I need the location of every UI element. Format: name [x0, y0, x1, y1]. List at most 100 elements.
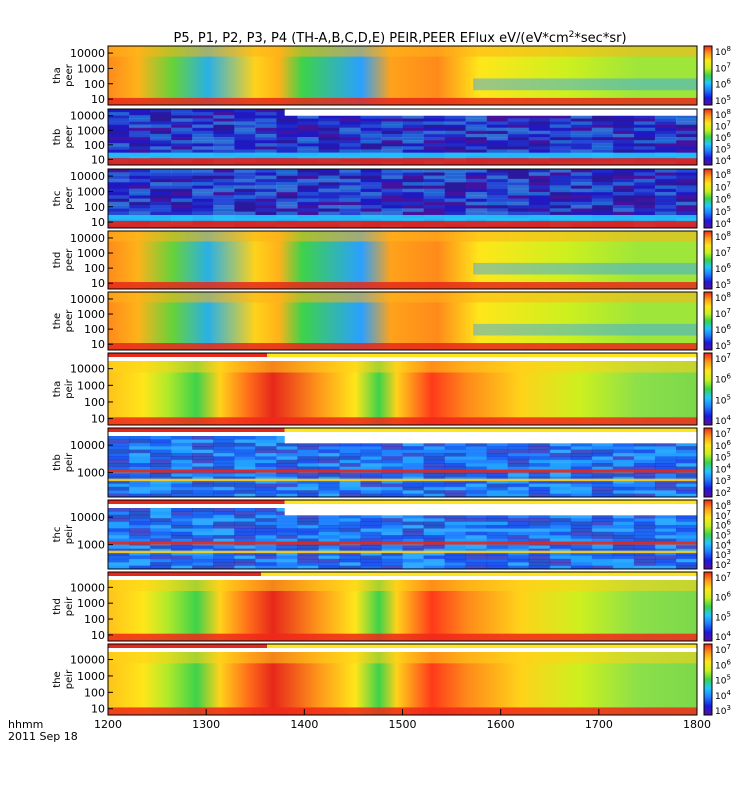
colorbar-label-exponent: 5 [726, 610, 730, 618]
noise-cell [108, 483, 130, 488]
noise-cell [297, 172, 319, 177]
noise-cell [507, 545, 530, 550]
noise-cell [255, 545, 277, 550]
noise-cell [444, 137, 467, 141]
noise-cell [549, 528, 572, 533]
noise-cell [486, 538, 509, 543]
colorbar [703, 352, 713, 426]
noise-cell [402, 124, 425, 129]
noise-cell [276, 473, 298, 478]
noise-cell [234, 545, 256, 550]
noise-cell [213, 565, 235, 569]
noise-cell [486, 201, 509, 206]
noise-cell [108, 112, 130, 116]
noise-cell [591, 133, 614, 138]
noise-cell [654, 483, 677, 488]
ytick-label: 1000 [77, 62, 105, 75]
noise-cell [612, 456, 635, 461]
noise-cell [528, 531, 551, 536]
noise-cell [423, 466, 446, 471]
noise-cell [192, 109, 214, 113]
noise-cell [339, 514, 361, 519]
noise-cell [402, 169, 425, 173]
noise-cell [633, 531, 656, 536]
noise-cell [465, 149, 488, 154]
noise-cell [444, 490, 467, 495]
colorbar-label-exponent: 4 [726, 538, 731, 546]
panel-frame [107, 499, 698, 570]
noise-cell [192, 562, 214, 567]
noise-cell [654, 137, 677, 141]
noise-cell [675, 459, 697, 464]
noise-cell [129, 191, 151, 196]
noise-cell [150, 473, 172, 478]
noise-cell [486, 518, 509, 523]
noise-cell [612, 211, 635, 216]
noise-cell [486, 127, 509, 132]
noise-cell [213, 178, 235, 183]
noise-cell [381, 531, 403, 536]
noise-cell [444, 175, 467, 180]
noise-cell [486, 442, 509, 447]
noise-cell [171, 476, 193, 481]
colorbar-label: 106 [715, 658, 731, 671]
noise-cell [465, 205, 488, 209]
noise-cell [465, 182, 488, 186]
panel-frame [107, 427, 698, 498]
noise-cell [360, 555, 382, 560]
noise-cell [255, 121, 277, 126]
noise-cell [213, 466, 235, 471]
noise-cell [654, 555, 677, 560]
noise-cell [108, 172, 130, 177]
noise-cell [318, 188, 340, 193]
noise-cell [234, 143, 256, 147]
noise-cell [171, 185, 193, 190]
noise-cell [507, 121, 530, 126]
noise-cell [633, 208, 656, 213]
noise-cell [633, 535, 656, 539]
noise-cell [318, 133, 340, 138]
noise-cell [507, 442, 530, 447]
noise-cell [171, 552, 193, 556]
noise-cell [297, 452, 319, 457]
noise-cell [654, 538, 677, 543]
noise-cell [486, 452, 509, 457]
noise-cell [192, 211, 214, 216]
noise-cell [108, 115, 130, 119]
noise-cell [213, 459, 235, 464]
noise-cell [255, 178, 277, 183]
noise-cell [213, 188, 235, 193]
noise-cell [213, 486, 235, 491]
noise-cell [654, 208, 677, 213]
colorbar-label-base: 10 [715, 97, 727, 107]
colorbar-label: 107 [715, 427, 731, 440]
colorbar-label-base: 10 [715, 208, 727, 218]
noise-cell [171, 545, 193, 550]
noise-cell [108, 463, 130, 467]
noise-cell [213, 198, 235, 203]
noise-cell [465, 146, 488, 150]
noise-cell [465, 558, 488, 563]
ytick-label: 10 [91, 338, 105, 351]
noise-cell [297, 538, 319, 543]
noise-cell [276, 149, 298, 154]
noise-cell [549, 188, 572, 193]
colorbar-label-exponent: 4 [726, 630, 731, 638]
noise-cell [129, 514, 151, 519]
noise-cell [255, 535, 277, 539]
noise-cell [654, 463, 677, 467]
colorbar-label: 107 [715, 571, 731, 584]
noise-cell [486, 480, 509, 484]
colorbar-label: 103 [715, 704, 731, 717]
noise-cell [213, 518, 235, 523]
ytick-label: 10 [91, 153, 105, 166]
noise-cell [402, 486, 425, 491]
noise-cell [381, 521, 403, 526]
noise-cell [234, 124, 256, 129]
colorbar [703, 571, 713, 642]
noise-cell [129, 124, 151, 129]
noise-cell [108, 175, 130, 180]
noise-cell [150, 112, 172, 116]
